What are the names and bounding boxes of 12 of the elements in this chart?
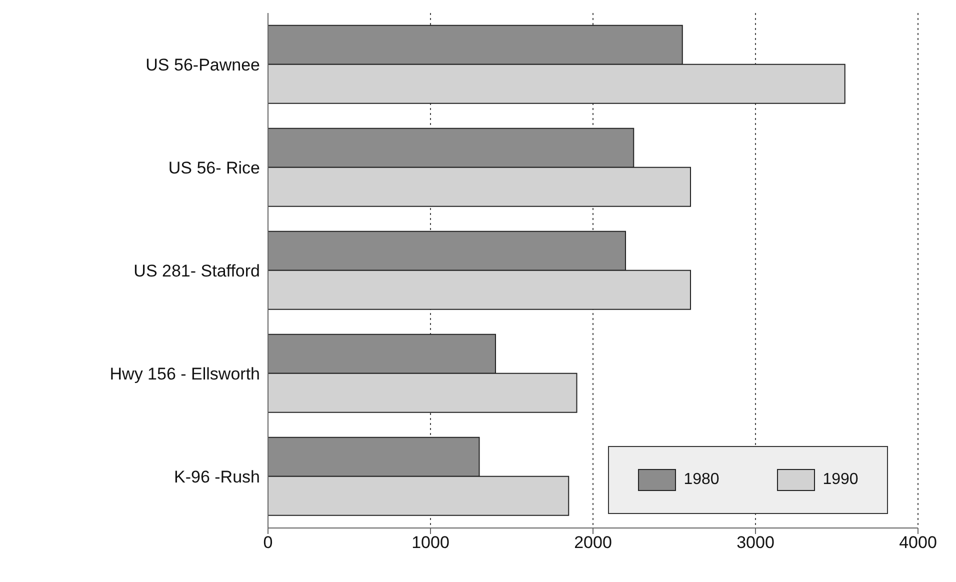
y-tick-label: Hwy 156 - Ellsworth	[110, 364, 260, 384]
y-tick-label: US 56- Rice	[168, 158, 260, 178]
y-tick-label: US 281- Stafford	[134, 262, 260, 281]
legend-label: 1980	[684, 471, 720, 489]
x-tick-label: 4000	[899, 533, 937, 552]
legend-label: 1990	[822, 471, 858, 489]
y-tick-label: K-96 -Rush	[174, 468, 260, 487]
y-tick-label: US 56-Pawnee	[146, 56, 260, 75]
x-tick-label: 0	[263, 533, 273, 552]
x-tick-label: 1000	[412, 533, 450, 552]
x-tick-label: 3000	[736, 533, 774, 552]
x-tick-label: 2000	[574, 533, 612, 552]
